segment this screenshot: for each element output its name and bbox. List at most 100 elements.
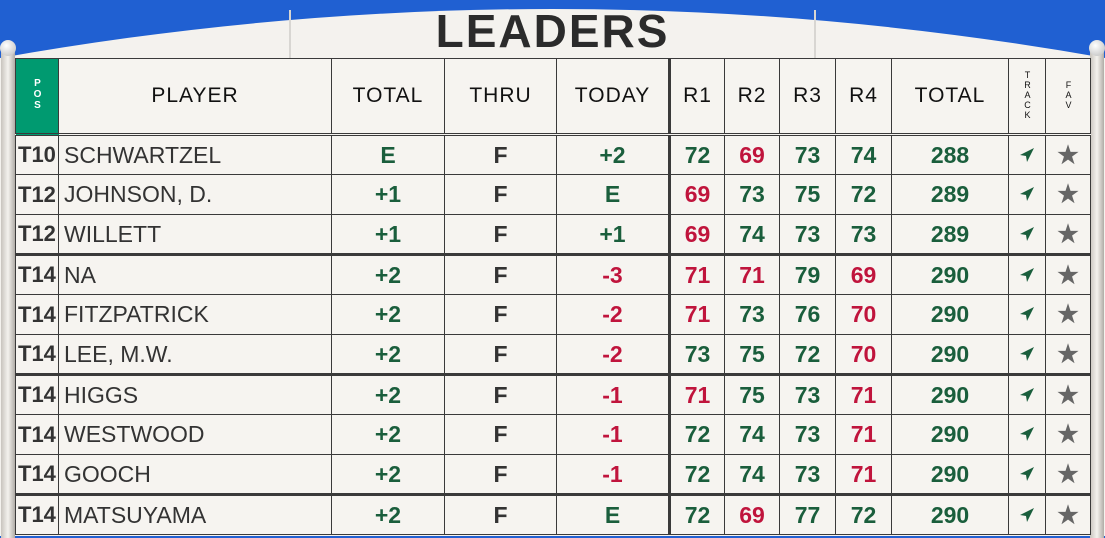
player-name: HIGGS: [58, 373, 332, 415]
header-today[interactable]: TODAY: [556, 58, 670, 136]
track-button[interactable]: [1008, 174, 1046, 215]
today-score: -1: [556, 454, 670, 495]
round-1: 72: [668, 414, 725, 455]
star-icon: ★: [1057, 301, 1079, 328]
header-r3[interactable]: R3: [779, 58, 836, 136]
thru: F: [444, 253, 557, 295]
position: T14: [15, 334, 59, 375]
table-row[interactable]: T14 FITZPATRICK +2 F -2 71 73 76 70 290 ★: [15, 294, 1091, 335]
round-2: 75: [724, 334, 780, 375]
position: T14: [15, 414, 59, 455]
star-icon: ★: [1057, 421, 1079, 448]
leaderboard-table: POS PLAYER TOTAL THRU TODAY R1 R2 R3 R4 …: [15, 58, 1091, 535]
total-to-par: +2: [331, 373, 445, 415]
favorite-button[interactable]: ★: [1045, 174, 1091, 215]
track-button[interactable]: [1008, 253, 1046, 295]
track-button[interactable]: [1008, 414, 1046, 455]
header-total-strokes[interactable]: TOTAL: [891, 58, 1009, 136]
thru: F: [444, 414, 557, 455]
header-track[interactable]: TRACK: [1008, 58, 1046, 136]
board-title: LEADERS: [435, 5, 670, 57]
position: T14: [15, 454, 59, 495]
left-post: [1, 48, 15, 538]
track-button[interactable]: [1008, 334, 1046, 375]
header-r2[interactable]: R2: [724, 58, 780, 136]
favorite-button[interactable]: ★: [1045, 493, 1091, 535]
header-thru[interactable]: THRU: [444, 58, 557, 136]
round-2: 73: [724, 294, 780, 335]
table-row[interactable]: T12 WILLETT +1 F +1 69 74 73 73 289 ★: [15, 214, 1091, 255]
star-icon: ★: [1057, 340, 1079, 368]
header-r4[interactable]: R4: [835, 58, 892, 136]
round-4: 72: [835, 493, 892, 535]
round-2: 74: [724, 454, 780, 495]
today-score: -1: [556, 414, 670, 455]
position: T14: [15, 493, 59, 535]
table-row[interactable]: T14 NA +2 F -3 71 71 79 69 290 ★: [15, 253, 1091, 295]
round-3: 73: [779, 454, 836, 495]
player-name: MATSUYAMA: [58, 493, 332, 535]
total-to-par: +2: [331, 414, 445, 455]
favorite-button[interactable]: ★: [1045, 214, 1091, 255]
round-3: 77: [779, 493, 836, 535]
player-name: JOHNSON, D.: [58, 174, 332, 215]
header-fav[interactable]: FAV: [1045, 58, 1091, 136]
track-arrow-icon: [1020, 507, 1034, 522]
total-strokes: 290: [891, 334, 1009, 375]
round-4: 70: [835, 334, 892, 375]
table-row[interactable]: T14 WESTWOOD +2 F -1 72 74 73 71 290 ★: [15, 414, 1091, 455]
header-total[interactable]: TOTAL: [331, 58, 445, 136]
header-fav-label: FAV: [1063, 80, 1074, 110]
track-button[interactable]: [1008, 294, 1046, 335]
right-knob: [1089, 40, 1105, 56]
track-button[interactable]: [1008, 134, 1046, 175]
favorite-button[interactable]: ★: [1045, 454, 1091, 495]
round-3: 79: [779, 253, 836, 295]
track-button[interactable]: [1008, 373, 1046, 415]
today-score: -2: [556, 294, 670, 335]
today-score: E: [556, 174, 670, 215]
track-button[interactable]: [1008, 493, 1046, 535]
table-row[interactable]: T14 GOOCH +2 F -1 72 74 73 71 290 ★: [15, 454, 1091, 495]
favorite-button[interactable]: ★: [1045, 414, 1091, 455]
header-r1[interactable]: R1: [668, 58, 725, 136]
table-row[interactable]: T14 HIGGS +2 F -1 71 75 73 71 290 ★: [15, 373, 1091, 415]
round-1: 71: [668, 253, 725, 295]
round-2: 71: [724, 253, 780, 295]
favorite-button[interactable]: ★: [1045, 134, 1091, 175]
track-arrow-icon: [1020, 147, 1034, 162]
track-button[interactable]: [1008, 214, 1046, 255]
favorite-button[interactable]: ★: [1045, 334, 1091, 375]
header-pos-label: POS: [32, 78, 43, 111]
total-strokes: 290: [891, 294, 1009, 335]
track-button[interactable]: [1008, 454, 1046, 495]
round-4: 72: [835, 174, 892, 215]
round-2: 74: [724, 414, 780, 455]
track-arrow-icon: [1020, 427, 1034, 441]
favorite-button[interactable]: ★: [1045, 373, 1091, 415]
total-to-par: +2: [331, 253, 445, 295]
header-pos[interactable]: POS: [15, 58, 59, 136]
table-row[interactable]: T12 JOHNSON, D. +1 F E 69 73 75 72 289 ★: [15, 174, 1091, 215]
player-name: SCHWARTZEL: [58, 134, 332, 175]
table-row[interactable]: T14 LEE, M.W. +2 F -2 73 75 72 70 290 ★: [15, 334, 1091, 375]
table-row[interactable]: T10 SCHWARTZEL E F +2 72 69 73 74 288 ★: [15, 134, 1091, 175]
total-strokes: 290: [891, 373, 1009, 415]
position: T10: [15, 134, 59, 175]
header-player[interactable]: PLAYER: [58, 58, 332, 136]
table-row[interactable]: T14 MATSUYAMA +2 F E 72 69 77 72 290 ★: [15, 493, 1091, 535]
thru: F: [444, 214, 557, 255]
star-icon: ★: [1057, 141, 1079, 169]
star-icon: ★: [1057, 501, 1079, 529]
favorite-button[interactable]: ★: [1045, 294, 1091, 335]
round-3: 73: [779, 373, 836, 415]
star-icon: ★: [1057, 181, 1079, 208]
round-3: 73: [779, 414, 836, 455]
total-strokes: 289: [891, 174, 1009, 215]
position: T12: [15, 214, 59, 255]
position: T14: [15, 373, 59, 415]
today-score: E: [556, 493, 670, 535]
today-score: -1: [556, 373, 670, 415]
round-3: 73: [779, 134, 836, 175]
favorite-button[interactable]: ★: [1045, 253, 1091, 295]
